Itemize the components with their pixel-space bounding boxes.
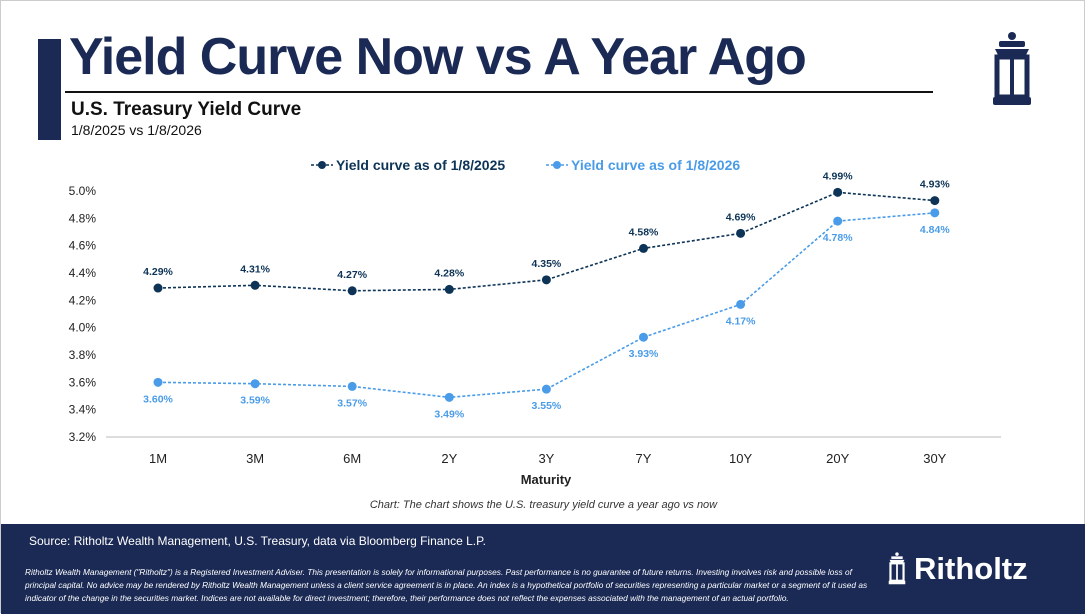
data-point xyxy=(250,280,260,290)
data-point xyxy=(153,283,163,293)
data-point xyxy=(930,196,940,206)
y-tick-label: 5.0% xyxy=(69,184,97,198)
data-label: 3.59% xyxy=(240,395,270,407)
data-point xyxy=(347,381,357,391)
data-label: 4.84% xyxy=(920,224,950,236)
data-label: 3.55% xyxy=(532,400,562,412)
page-title: Yield Curve Now vs A Year Ago xyxy=(69,28,807,86)
y-tick-label: 3.8% xyxy=(69,348,97,362)
data-point xyxy=(639,243,648,253)
x-tick-label: 3Y xyxy=(538,451,554,466)
chart-caption: Chart: The chart shows the U.S. treasury… xyxy=(369,499,718,511)
data-point xyxy=(930,208,940,218)
data-point xyxy=(736,299,746,309)
legend-swatch-marker xyxy=(318,161,326,169)
x-tick-label: 10Y xyxy=(729,451,752,466)
data-label: 4.27% xyxy=(337,269,367,281)
legend-swatch-marker xyxy=(553,161,561,169)
yield-curve-chart: 3.2% 3.4% 3.6% 3.8% 4.0% 4.2% 4.4% 4.6% 4.8% 5.0%… xyxy=(69,157,1001,487)
data-point xyxy=(541,384,551,394)
y-tick-label: 4.4% xyxy=(69,266,97,280)
y-tick-label: 4.0% xyxy=(69,321,97,335)
data-point xyxy=(833,187,843,197)
brand-name: Ritholtz xyxy=(914,551,1028,586)
data-point xyxy=(736,228,746,238)
data-point xyxy=(444,284,454,294)
data-label: 4.29% xyxy=(143,266,173,278)
y-tick-label: 4.8% xyxy=(69,211,97,225)
title-divider xyxy=(65,91,933,93)
data-label: 4.31% xyxy=(240,263,270,275)
data-label: 4.17% xyxy=(726,315,756,327)
data-point xyxy=(347,286,357,296)
data-label: 4.58% xyxy=(629,226,659,238)
data-point xyxy=(541,275,551,285)
chart-subtitle: U.S. Treasury Yield Curve xyxy=(71,99,302,120)
data-label: 4.69% xyxy=(726,211,756,223)
x-tick-label: 3M xyxy=(246,451,264,466)
data-point xyxy=(639,332,648,342)
data-point xyxy=(250,379,260,389)
x-tick-label: 7Y xyxy=(636,451,652,466)
data-point xyxy=(444,392,454,402)
x-tick-label: 1M xyxy=(149,451,167,466)
data-label: 4.28% xyxy=(434,267,464,279)
data-label: 4.78% xyxy=(823,232,853,244)
footer: Source: Ritholtz Wealth Management, U.S.… xyxy=(1,524,1085,614)
data-label: 3.93% xyxy=(629,348,659,360)
y-tick-label: 3.2% xyxy=(69,430,97,444)
y-tick-label: 3.6% xyxy=(69,375,97,389)
x-tick-label: 30Y xyxy=(923,451,946,466)
data-label: 3.57% xyxy=(337,397,367,409)
data-point xyxy=(153,377,163,387)
source-note: Source: Ritholtz Wealth Management, U.S.… xyxy=(29,534,486,548)
x-tick-label: 2Y xyxy=(441,451,457,466)
legend-label: Yield curve as of 1/8/2025 xyxy=(336,157,505,173)
data-point xyxy=(833,216,843,226)
data-label: 3.60% xyxy=(143,393,173,405)
lantern-icon xyxy=(993,32,1031,105)
x-axis-title: Maturity xyxy=(521,472,572,487)
series-line xyxy=(157,212,935,399)
y-tick-label: 4.2% xyxy=(69,293,97,307)
x-tick-label: 20Y xyxy=(826,451,849,466)
title-accent-bar xyxy=(38,39,61,140)
data-label: 3.49% xyxy=(434,408,464,420)
legend-label: Yield curve as of 1/8/2026 xyxy=(571,157,740,173)
brand-logo: Ritholtz xyxy=(886,551,1028,587)
data-label: 4.99% xyxy=(823,170,853,182)
data-label: 4.93% xyxy=(920,179,950,191)
date-range: 1/8/2025 vs 1/8/2026 xyxy=(71,122,202,138)
data-label: 4.35% xyxy=(532,258,562,270)
lantern-icon xyxy=(888,552,906,585)
x-tick-label: 6M xyxy=(343,451,361,466)
y-tick-label: 3.4% xyxy=(69,403,97,417)
disclaimer: Ritholtz Wealth Management ("Ritholtz") … xyxy=(25,567,868,603)
y-tick-label: 4.6% xyxy=(69,239,97,253)
